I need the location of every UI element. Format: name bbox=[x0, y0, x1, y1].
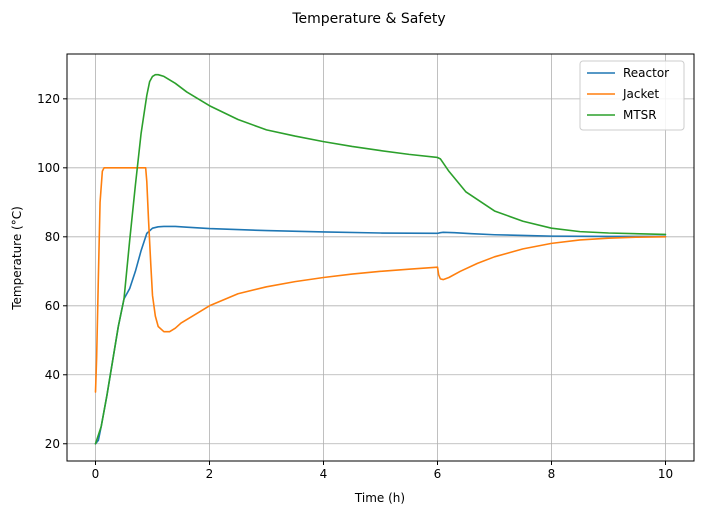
legend-label-jacket: Jacket bbox=[622, 87, 659, 101]
legend-label-reactor: Reactor bbox=[623, 66, 669, 80]
y-tick-label: 120 bbox=[37, 92, 60, 106]
chart-title: Temperature & Safety bbox=[291, 11, 445, 27]
y-tick-label: 40 bbox=[45, 368, 60, 382]
y-tick-label: 20 bbox=[45, 437, 60, 451]
series-line-mtsr bbox=[94, 73, 667, 445]
x-tick-label: 2 bbox=[206, 467, 214, 481]
y-tick-label: 100 bbox=[37, 161, 60, 175]
y-tick-label: 60 bbox=[45, 299, 60, 313]
y-axis: 20 40 60 80 100 120 bbox=[37, 92, 67, 451]
x-tick-label: 8 bbox=[548, 467, 556, 481]
y-axis-label: Temperature (°C) bbox=[10, 206, 24, 311]
legend-box bbox=[579, 60, 685, 131]
x-tick-label: 10 bbox=[658, 467, 673, 481]
legend: Reactor Jacket MTSR bbox=[579, 60, 685, 131]
y-tick-label: 80 bbox=[45, 230, 60, 244]
series-line-reactor bbox=[94, 225, 667, 445]
series-line-jacket bbox=[94, 167, 667, 393]
x-tick-label: 4 bbox=[320, 467, 328, 481]
x-axis: 0 2 4 6 8 10 bbox=[92, 461, 673, 481]
x-axis-label: Time (h) bbox=[354, 491, 405, 505]
x-tick-label: 6 bbox=[434, 467, 442, 481]
plot-frame bbox=[66, 53, 695, 462]
x-tick-label: 0 bbox=[92, 467, 100, 481]
series-group bbox=[94, 73, 667, 445]
legend-label-mtsr: MTSR bbox=[623, 108, 657, 122]
